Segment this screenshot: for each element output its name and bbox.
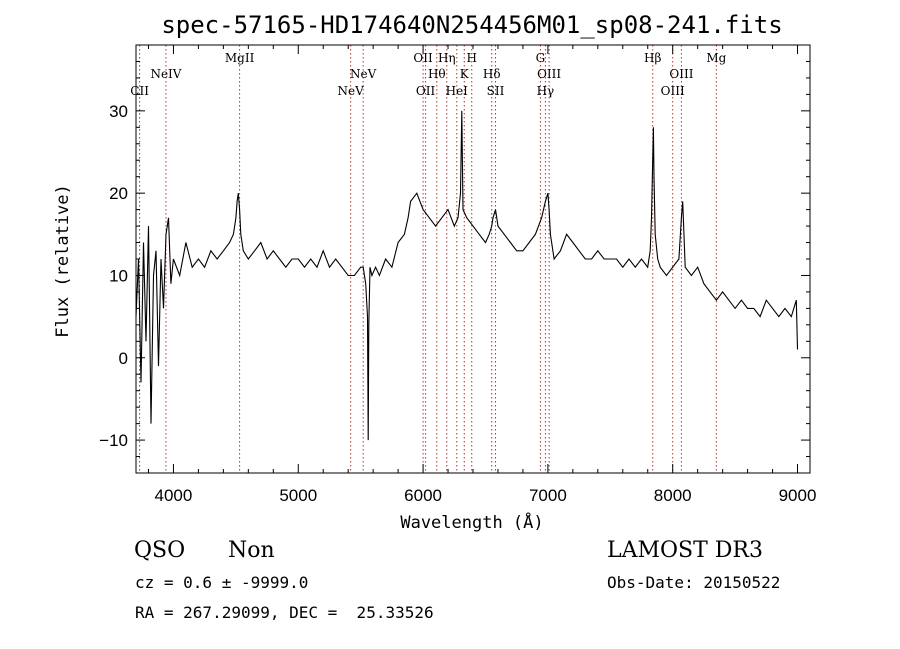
axis-ticks xyxy=(136,45,810,473)
line-label-9: HeI xyxy=(446,84,469,98)
line-label-2: MgII xyxy=(225,51,255,65)
line-label-14: G xyxy=(536,51,546,65)
line-label-4: NeV xyxy=(350,67,377,81)
spectrum-line xyxy=(135,110,799,441)
line-label-1: NeIV xyxy=(150,67,181,81)
line-label-3: NeV xyxy=(338,84,365,98)
y-tick-label-1: 0 xyxy=(119,349,128,368)
ra-dec: RA = 267.29099, DEC = 25.33526 xyxy=(135,603,434,622)
object-class: QSO xyxy=(134,538,186,563)
line-label-17: Hβ xyxy=(644,51,661,65)
redshift-cz: cz = 0.6 ± -9999.0 xyxy=(135,573,309,592)
line-label-20: Mg xyxy=(706,51,726,65)
line-label-6: OII xyxy=(416,84,436,98)
line-label-18: OIII xyxy=(669,67,693,81)
y-tick-label-0: −10 xyxy=(99,431,128,450)
marker-lines xyxy=(139,45,717,473)
line-label-7: Hθ xyxy=(428,67,446,81)
line-label-13: SII xyxy=(487,84,505,98)
y-tick-label-3: 20 xyxy=(109,184,128,203)
x-tick-label-5: 9000 xyxy=(779,486,817,505)
x-tick-label-4: 8000 xyxy=(654,486,692,505)
y-axis-label: Flux (relative) xyxy=(53,184,73,338)
line-label-10: K xyxy=(460,67,470,81)
line-label-15: OIII xyxy=(537,67,561,81)
line-label-16: Hγ xyxy=(537,84,555,98)
x-axis-label: Wavelength (Å) xyxy=(400,511,543,533)
x-tick-label-2: 6000 xyxy=(404,486,442,505)
axis-tick-labels: 4000 5000 6000 7000 8000 9000 −10 0 10 20 30 xyxy=(99,102,816,505)
line-label-19: OIII xyxy=(661,84,685,98)
obs-date: Obs-Date: 20150522 xyxy=(607,573,781,592)
y-tick-label-2: 10 xyxy=(109,266,128,285)
object-subclass: Non xyxy=(228,538,275,563)
chart-title: spec-57165-HD174640N254456M01_sp08-241.f… xyxy=(161,11,782,39)
plot-frame xyxy=(135,44,811,474)
survey-name: LAMOST DR3 xyxy=(607,538,763,563)
y-tick-label-4: 30 xyxy=(109,102,128,121)
line-label-0: CII xyxy=(130,84,149,98)
line-label-11: H xyxy=(467,51,477,65)
line-label-5: OII xyxy=(413,51,433,65)
line-label-12: Hδ xyxy=(483,67,501,81)
x-tick-label-3: 7000 xyxy=(529,486,567,505)
x-tick-label-0: 4000 xyxy=(155,486,193,505)
x-tick-label-1: 5000 xyxy=(279,486,317,505)
line-label-8: Hη xyxy=(438,51,456,65)
